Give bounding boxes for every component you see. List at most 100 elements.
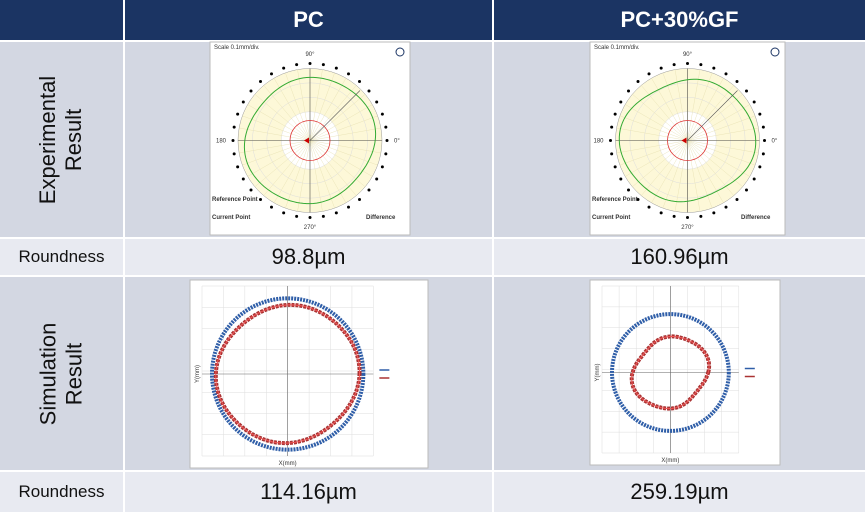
tick-marker bbox=[347, 72, 350, 76]
polar-spoke bbox=[641, 140, 688, 196]
angle-label: 180 bbox=[216, 139, 227, 145]
tick-marker bbox=[321, 214, 325, 218]
polar-spoke bbox=[687, 140, 713, 209]
polar-spoke bbox=[309, 140, 381, 154]
polar-spoke bbox=[247, 140, 311, 177]
tick-marker bbox=[295, 214, 299, 218]
tick-marker bbox=[636, 197, 640, 201]
tick-marker bbox=[249, 89, 253, 93]
polar-spoke bbox=[651, 78, 688, 141]
polar-spoke bbox=[309, 94, 366, 141]
tick-marker bbox=[672, 214, 676, 218]
tick-marker bbox=[724, 205, 728, 209]
tick-marker bbox=[367, 188, 371, 192]
tick-marker bbox=[231, 139, 235, 142]
polar-spoke bbox=[309, 140, 347, 203]
polar-spoke bbox=[619, 140, 688, 166]
tick-marker bbox=[712, 66, 716, 70]
polar-spoke bbox=[625, 140, 688, 177]
pointer bbox=[309, 90, 361, 141]
polar-spoke bbox=[687, 140, 756, 166]
note: Difference bbox=[741, 215, 771, 221]
profile bbox=[243, 76, 377, 205]
polar-spoke bbox=[651, 140, 688, 203]
polar-spoke bbox=[687, 94, 743, 141]
polar-spoke bbox=[285, 140, 311, 209]
tick-marker bbox=[334, 211, 338, 215]
tick-marker bbox=[699, 63, 703, 67]
tick-marker bbox=[699, 214, 703, 218]
tick-marker bbox=[367, 89, 371, 93]
tick-marker bbox=[380, 165, 384, 169]
tick-marker bbox=[761, 152, 765, 156]
polar-spoke bbox=[309, 85, 357, 141]
tick-marker bbox=[686, 62, 689, 65]
tick-marker bbox=[249, 188, 253, 192]
logo bbox=[770, 47, 780, 57]
tick-marker bbox=[613, 112, 617, 116]
polar-spoke bbox=[242, 140, 311, 166]
header-corner bbox=[0, 0, 123, 40]
tick-marker bbox=[308, 216, 312, 219]
tick-marker bbox=[357, 80, 361, 84]
polar-spoke bbox=[254, 140, 311, 187]
tick-marker bbox=[619, 100, 623, 104]
tick-marker bbox=[375, 100, 379, 104]
polar-spoke bbox=[687, 72, 713, 141]
deformed-profile-core bbox=[631, 335, 710, 410]
polar-spoke bbox=[632, 140, 688, 187]
value: 259.19µm bbox=[494, 472, 865, 512]
note: Reference Point bbox=[592, 197, 638, 203]
angle-label: 0° bbox=[394, 139, 400, 145]
tick-marker bbox=[758, 165, 762, 169]
angle-label: 90° bbox=[683, 52, 693, 58]
tick-marker bbox=[758, 112, 762, 116]
polar-spoke bbox=[662, 72, 688, 141]
tick-marker bbox=[232, 125, 236, 129]
angle-label: 0° bbox=[772, 139, 778, 145]
center-ring bbox=[289, 120, 331, 161]
tick-marker bbox=[686, 216, 689, 219]
tick-marker bbox=[752, 177, 756, 181]
polar-spoke bbox=[239, 127, 311, 141]
polar-spoke bbox=[309, 69, 323, 141]
polar-spoke bbox=[687, 140, 743, 187]
angle-label: 90° bbox=[305, 52, 315, 58]
tick-marker bbox=[334, 66, 338, 70]
tick-marker bbox=[282, 66, 286, 70]
polar-spoke bbox=[687, 78, 724, 141]
tick-marker bbox=[308, 62, 312, 65]
polar-spoke bbox=[239, 140, 311, 154]
polar-spoke bbox=[687, 85, 734, 141]
column-header: PC bbox=[125, 0, 492, 40]
tick-marker bbox=[610, 125, 614, 129]
logo bbox=[395, 47, 405, 57]
tick-marker bbox=[357, 197, 361, 201]
polar-spoke bbox=[309, 115, 378, 141]
polar-spoke bbox=[273, 78, 311, 141]
polar-spoke bbox=[309, 140, 323, 212]
polar-spoke bbox=[662, 140, 688, 209]
polar-spoke bbox=[309, 104, 373, 141]
tick-marker bbox=[672, 63, 676, 67]
tick-marker bbox=[375, 177, 379, 181]
x-axis-label: X(mm) bbox=[279, 461, 297, 467]
polar-spoke bbox=[309, 140, 378, 166]
pointer-head bbox=[304, 137, 309, 144]
tick-marker bbox=[659, 211, 663, 215]
polar-spoke bbox=[309, 72, 335, 141]
polar-spoke bbox=[687, 140, 724, 203]
center-ring bbox=[667, 120, 708, 161]
tick-marker bbox=[236, 165, 240, 169]
angle-label: 270° bbox=[304, 225, 317, 231]
polar-spoke bbox=[619, 115, 688, 141]
polar-spoke bbox=[674, 69, 688, 141]
tick-marker bbox=[647, 72, 651, 76]
tick-marker bbox=[712, 211, 716, 215]
polar-spoke bbox=[247, 104, 311, 141]
y-axis-label: Y(mm) bbox=[595, 364, 601, 382]
angle-label: 270° bbox=[681, 225, 694, 231]
pointer bbox=[687, 90, 738, 141]
